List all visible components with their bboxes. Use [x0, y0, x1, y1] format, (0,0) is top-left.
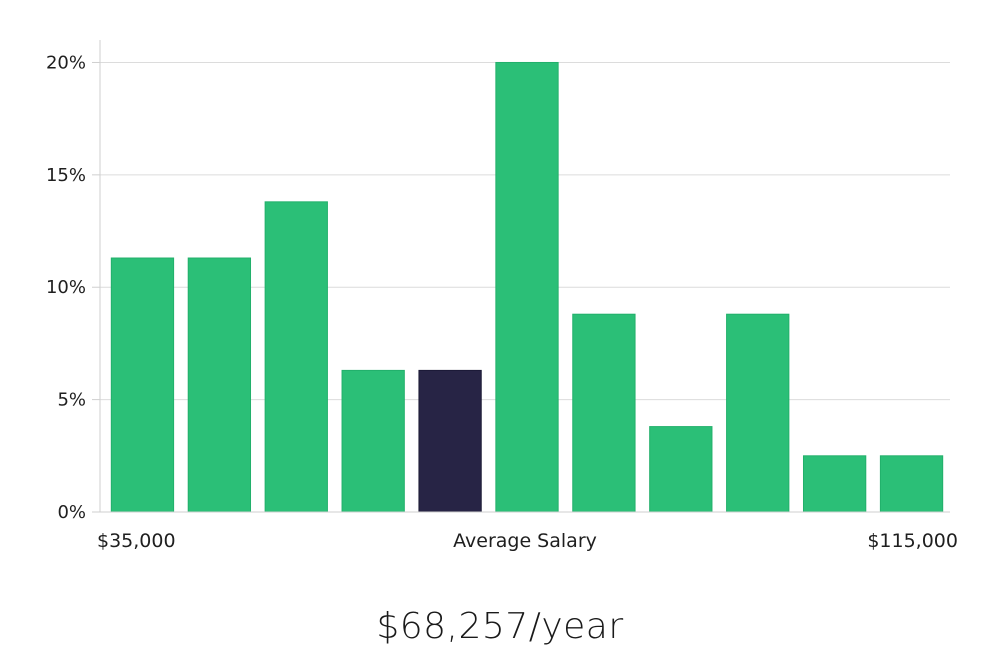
- y-axis-ticks: 0% 5% 10% 15% 20%: [46, 52, 100, 523]
- bar: [726, 313, 790, 513]
- bar-highlighted: [418, 369, 482, 513]
- y-tick-label: 15%: [46, 165, 86, 186]
- bar: [187, 257, 252, 513]
- bar: [649, 426, 713, 513]
- average-salary-value: $68,257/year: [376, 606, 624, 647]
- bar: [572, 313, 636, 513]
- bar: [264, 201, 328, 513]
- bar: [341, 369, 405, 513]
- x-axis-max-label: $115,000: [867, 530, 958, 552]
- y-tick-label: 10%: [46, 277, 86, 298]
- y-tick-label: 20%: [46, 52, 86, 73]
- bar: [110, 257, 175, 513]
- bar: [495, 61, 559, 513]
- bar: [802, 455, 867, 513]
- salary-histogram: 0% 5% 10% 15% 20% $35,000 Average Salary $11…: [46, 40, 958, 552]
- y-tick-label: 5%: [57, 390, 86, 411]
- x-axis-title: Average Salary: [453, 530, 597, 552]
- y-tick-label: 0%: [57, 502, 86, 523]
- bar: [879, 455, 944, 513]
- x-axis-min-label: $35,000: [97, 530, 176, 552]
